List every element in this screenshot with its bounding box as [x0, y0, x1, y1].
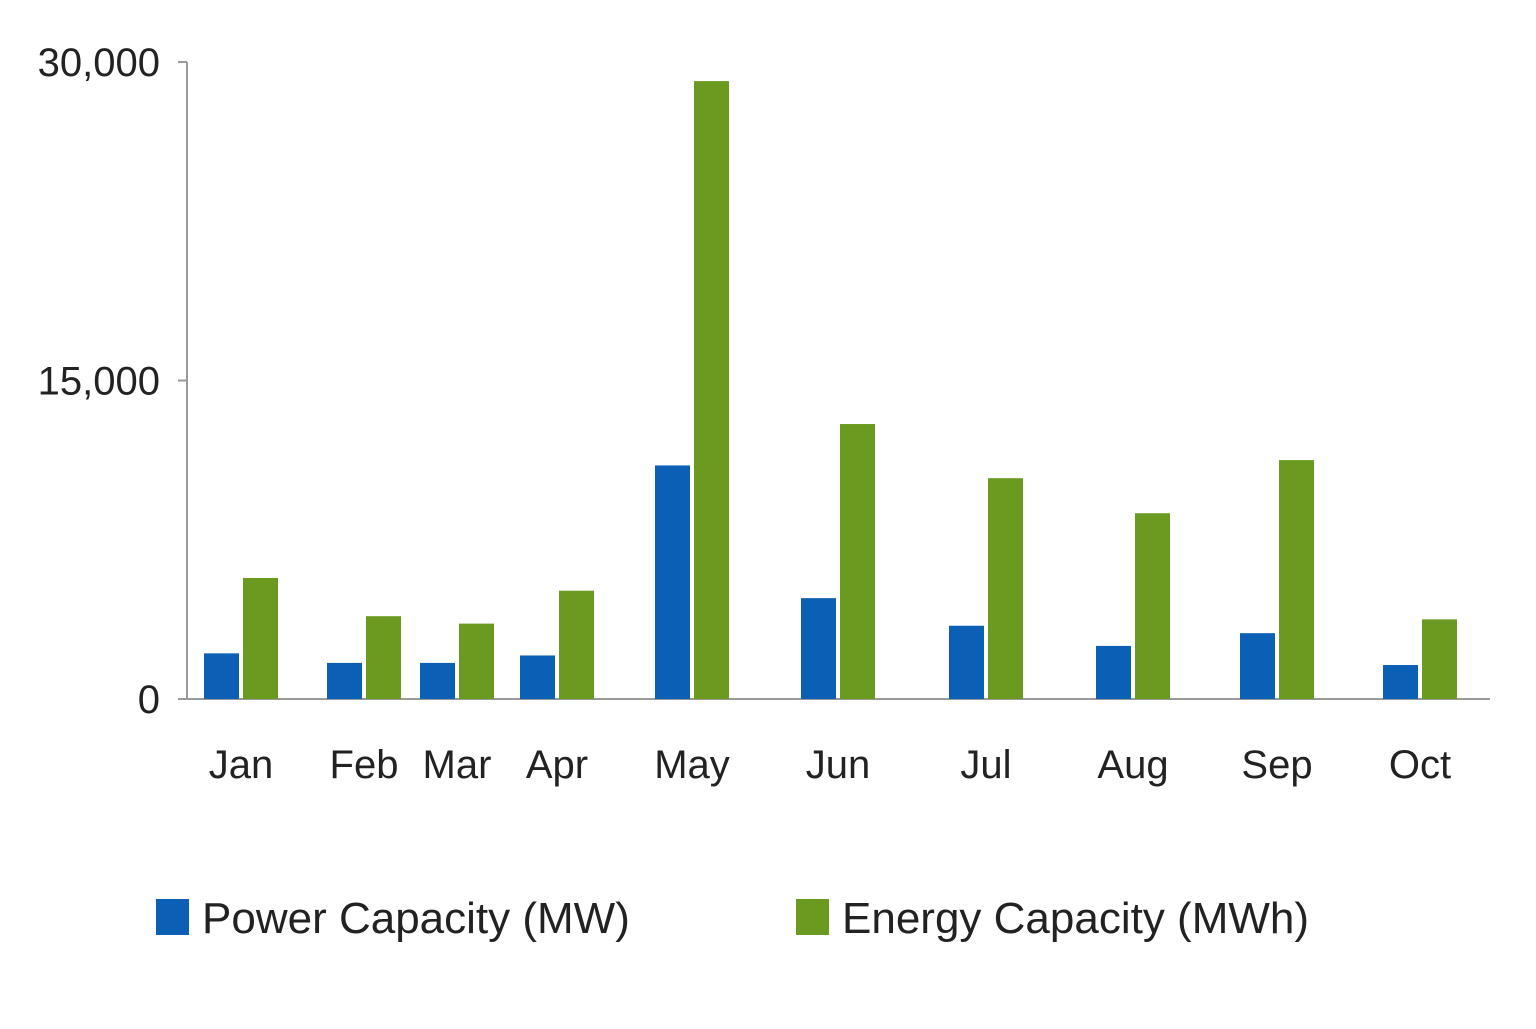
- bar-power-jun: [801, 598, 836, 699]
- bar-power-jan: [204, 653, 239, 699]
- y-tick-label: 15,000: [38, 360, 160, 404]
- bar-power-sep: [1240, 633, 1275, 699]
- x-tick-label: Jun: [806, 743, 871, 787]
- legend-swatch: [156, 899, 189, 935]
- legend-swatch: [796, 899, 829, 935]
- legend-label: Power Capacity (MW): [202, 894, 630, 943]
- bar-energy-jul: [988, 478, 1023, 699]
- x-tick-label: Mar: [423, 743, 492, 787]
- x-tick-label: Jul: [960, 743, 1011, 787]
- bar-energy-apr: [559, 590, 594, 699]
- bar-energy-sep: [1279, 460, 1314, 699]
- y-tick-label: 0: [138, 678, 160, 722]
- bar-power-mar: [420, 662, 455, 699]
- bar-power-apr: [520, 655, 555, 699]
- bars: [204, 81, 1457, 700]
- bar-power-aug: [1096, 645, 1131, 699]
- x-tick-label: Apr: [526, 743, 588, 787]
- x-tick-label: Oct: [1389, 743, 1451, 787]
- bar-power-oct: [1383, 665, 1418, 699]
- x-tick-label: Feb: [330, 743, 399, 787]
- legend-label: Energy Capacity (MWh): [842, 894, 1309, 943]
- bar-energy-mar: [459, 623, 494, 699]
- bar-power-feb: [327, 662, 362, 699]
- bar-energy-jan: [243, 577, 278, 699]
- x-tick-label: Sep: [1241, 743, 1312, 787]
- bar-energy-may: [694, 81, 729, 700]
- bar-energy-jun: [840, 424, 875, 699]
- x-tick-label: May: [654, 743, 730, 787]
- x-tick-label: Jan: [209, 743, 274, 787]
- bar-power-jul: [949, 625, 984, 699]
- y-tick-label: 30,000: [38, 41, 160, 85]
- x-tick-label: Aug: [1097, 743, 1168, 787]
- legend: Power Capacity (MW) Energy Capacity (MWh): [156, 894, 1309, 943]
- bar-power-may: [655, 465, 690, 699]
- bar-energy-oct: [1422, 619, 1457, 699]
- bar-energy-aug: [1135, 513, 1170, 699]
- bar-energy-feb: [366, 616, 401, 699]
- category-labels: Jan Feb Mar Apr May Jun Jul Aug Sep Oct: [209, 743, 1451, 787]
